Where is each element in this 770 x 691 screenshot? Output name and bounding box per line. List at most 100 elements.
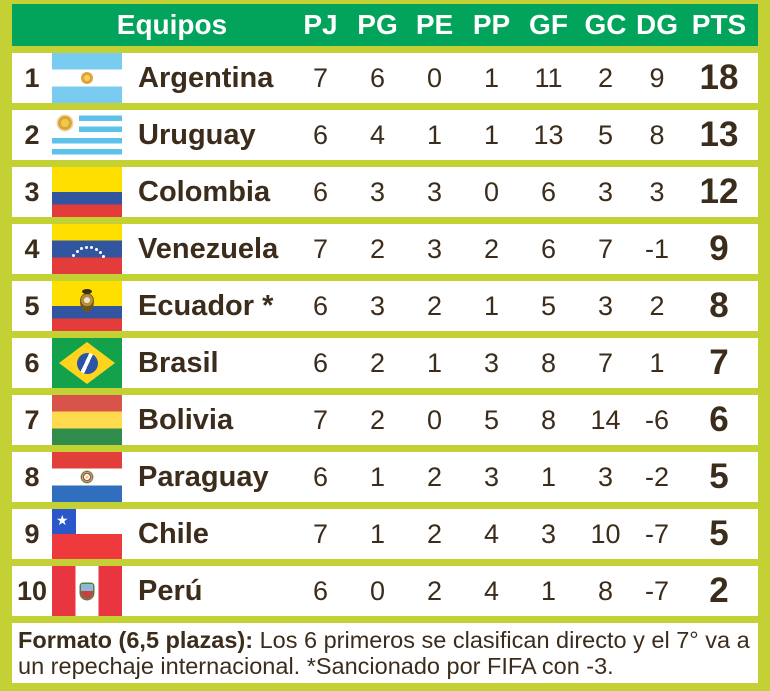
stat-pj: 6 — [312, 119, 329, 150]
team-name: Chile — [138, 517, 209, 550]
col-header-pp: PP — [472, 9, 511, 40]
stat-dg: 1 — [649, 347, 665, 378]
rank-cell: 9 — [24, 518, 40, 549]
rank-cell: 5 — [24, 290, 40, 321]
uruguay-flag-icon — [52, 110, 122, 160]
stat-gc: 7 — [597, 347, 614, 378]
stat-pts: 5 — [709, 457, 729, 496]
table-row: 9 Chile 7 1 2 4 3 10 -7 5 — [12, 509, 758, 559]
table-header: Equipos PJ PG PE PP GF GC DG PTS — [12, 4, 758, 46]
stat-gc: 3 — [597, 290, 614, 321]
rank-cell: 7 — [24, 404, 40, 435]
stat-gc: 8 — [597, 575, 614, 606]
argentina-flag-icon — [52, 53, 122, 103]
stat-pj: 6 — [312, 575, 329, 606]
stat-pts: 5 — [709, 514, 729, 553]
stat-pj: 6 — [312, 176, 329, 207]
table-row: 5 Ecuador * 6 3 2 1 5 3 2 8 — [12, 281, 758, 331]
table-footer: Formato (6,5 plazas): Los 6 primeros se … — [12, 623, 758, 683]
stat-dg: 8 — [649, 119, 665, 150]
stat-gc: 3 — [597, 176, 614, 207]
stat-pp: 1 — [483, 119, 500, 150]
col-header-pts: PTS — [691, 9, 747, 40]
footer-body-text: Los 6 primeros se clasifican directo y e… — [18, 627, 750, 679]
table-row: 8 Paraguay 6 1 2 3 1 3 -2 5 — [12, 452, 758, 502]
stat-pg: 2 — [369, 233, 386, 264]
stat-pts: 2 — [709, 571, 729, 610]
stat-pe: 2 — [426, 518, 443, 549]
stat-pg: 2 — [369, 347, 386, 378]
stat-dg: -1 — [644, 233, 669, 264]
stat-dg: -7 — [644, 518, 669, 549]
stat-pe: 1 — [426, 347, 443, 378]
stat-pe: 2 — [426, 575, 443, 606]
stat-pj: 7 — [312, 404, 329, 435]
team-name: Argentina — [138, 61, 274, 94]
stat-pts: 6 — [709, 400, 729, 439]
rank-cell: 10 — [16, 575, 48, 606]
stat-pts: 12 — [699, 172, 739, 211]
stat-gc: 5 — [597, 119, 614, 150]
rank-cell: 4 — [24, 233, 40, 264]
stat-dg: 9 — [649, 62, 665, 93]
table-row: 7 Bolivia 7 2 0 5 8 14 -6 6 — [12, 395, 758, 445]
stat-pj: 6 — [312, 290, 329, 321]
colombia-flag-icon — [52, 167, 122, 217]
stat-pg: 1 — [369, 518, 386, 549]
venezuela-flag-icon — [52, 224, 122, 274]
footer-lead-text: Formato (6,5 plazas): — [18, 627, 254, 653]
stat-pe: 3 — [426, 176, 443, 207]
team-name: Uruguay — [138, 118, 256, 151]
col-header-pj: PJ — [303, 9, 338, 40]
stat-pp: 4 — [483, 518, 500, 549]
stat-pg: 1 — [369, 461, 386, 492]
col-header-gf: GF — [529, 9, 568, 40]
peru-flag-icon — [52, 566, 122, 616]
stat-pe: 1 — [426, 119, 443, 150]
bolivia-flag-icon — [52, 395, 122, 445]
stat-gf: 11 — [534, 62, 563, 93]
stat-gf: 3 — [540, 518, 557, 549]
stat-dg: 3 — [649, 176, 665, 207]
stat-gf: 1 — [540, 575, 557, 606]
team-name: Colombia — [138, 175, 271, 208]
brasil-flag-icon — [52, 338, 122, 388]
team-name: Venezuela — [138, 232, 279, 265]
stat-pp: 1 — [483, 290, 500, 321]
stat-pj: 7 — [312, 518, 329, 549]
stat-gf: 6 — [540, 233, 557, 264]
table-row: 3 Colombia 6 3 3 0 6 3 3 12 — [12, 167, 758, 217]
stat-pj: 6 — [312, 461, 329, 492]
stat-gf: 6 — [540, 176, 557, 207]
stat-pe: 3 — [426, 233, 443, 264]
stat-pts: 8 — [709, 286, 729, 325]
stat-gc: 7 — [597, 233, 614, 264]
stat-pts: 9 — [709, 229, 729, 268]
stat-pg: 3 — [369, 176, 386, 207]
col-header-pg: PG — [357, 9, 398, 40]
rank-cell: 8 — [24, 461, 40, 492]
stat-gf: 1 — [540, 461, 557, 492]
col-header-dg: DG — [636, 9, 678, 40]
table-row: 10 Perú 6 0 2 4 1 8 -7 2 — [12, 566, 758, 616]
stat-gf: 5 — [540, 290, 557, 321]
rank-cell: 3 — [24, 176, 40, 207]
stat-pg: 3 — [369, 290, 386, 321]
stat-dg: -7 — [644, 575, 669, 606]
stat-gc: 14 — [590, 404, 621, 435]
col-header-equipos: Equipos — [116, 9, 228, 40]
stat-pe: 0 — [426, 62, 443, 93]
stat-pts: 7 — [709, 343, 729, 382]
team-name: Brasil — [138, 346, 219, 379]
stat-pts: 13 — [699, 115, 739, 154]
team-name: Paraguay — [138, 460, 269, 493]
stat-pp: 1 — [483, 62, 500, 93]
stat-pj: 7 — [312, 233, 329, 264]
rank-cell: 6 — [24, 347, 40, 378]
table-row: 2 Uruguay 6 4 1 1 13 5 8 13 — [12, 110, 758, 160]
stat-pp: 3 — [483, 347, 500, 378]
stat-pj: 7 — [312, 62, 329, 93]
rank-cell: 2 — [24, 119, 40, 150]
stat-gf: 8 — [540, 404, 557, 435]
stat-pe: 2 — [426, 461, 443, 492]
